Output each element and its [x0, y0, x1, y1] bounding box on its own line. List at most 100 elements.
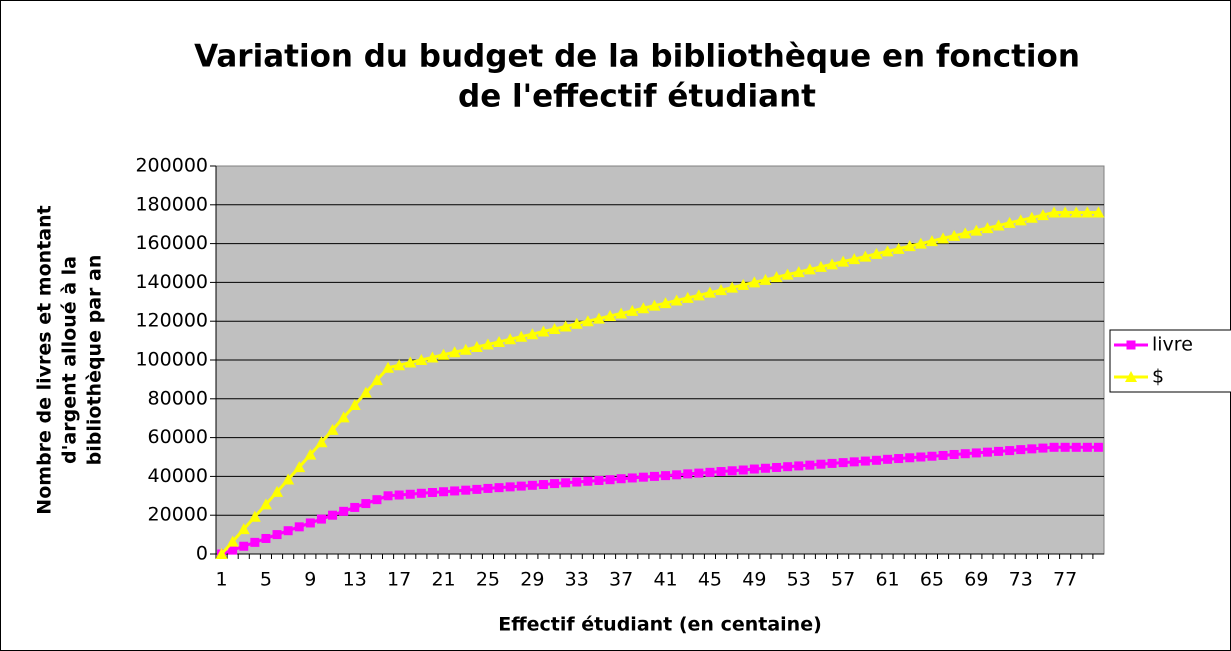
- marker: [538, 480, 548, 490]
- marker: [450, 486, 460, 496]
- x-tick-label: 13: [343, 569, 367, 591]
- marker: [293, 461, 306, 473]
- y-tick-label: 40000: [148, 465, 208, 487]
- marker: [1027, 444, 1037, 454]
- marker: [505, 482, 515, 492]
- y-tick-label: 160000: [135, 232, 208, 254]
- marker: [472, 484, 482, 494]
- marker: [361, 499, 371, 509]
- marker: [903, 240, 916, 252]
- x-tick-label: 49: [742, 569, 766, 591]
- marker: [605, 475, 615, 485]
- marker: [705, 467, 715, 477]
- marker: [337, 411, 350, 423]
- marker: [1070, 206, 1083, 218]
- marker: [672, 470, 682, 480]
- marker: [248, 510, 261, 522]
- legend-marker: [1126, 340, 1136, 350]
- marker: [894, 454, 904, 464]
- marker: [838, 458, 848, 468]
- marker: [426, 351, 439, 363]
- marker: [383, 491, 393, 501]
- marker: [370, 374, 383, 386]
- marker: [816, 459, 826, 469]
- legend-label: livre: [1152, 334, 1193, 356]
- marker: [237, 523, 250, 535]
- marker: [727, 466, 737, 476]
- marker: [394, 490, 404, 500]
- marker: [459, 343, 472, 355]
- marker: [259, 498, 272, 510]
- marker: [1071, 442, 1081, 452]
- marker: [659, 297, 672, 309]
- y-tick-label: 180000: [135, 193, 208, 215]
- marker: [992, 219, 1005, 231]
- marker: [239, 541, 249, 551]
- marker: [461, 485, 471, 495]
- marker: [1093, 442, 1103, 452]
- x-tick-label: 41: [653, 569, 677, 591]
- marker: [1081, 206, 1094, 218]
- marker: [537, 325, 550, 337]
- x-tick-label: 69: [964, 569, 988, 591]
- marker: [570, 317, 583, 329]
- marker: [1016, 445, 1026, 455]
- marker: [561, 478, 571, 488]
- marker: [1060, 442, 1070, 452]
- marker: [515, 330, 528, 342]
- marker: [683, 469, 693, 479]
- marker: [859, 250, 872, 262]
- marker: [994, 446, 1004, 456]
- marker: [738, 465, 748, 475]
- marker: [283, 526, 293, 536]
- marker: [404, 356, 417, 368]
- marker: [716, 467, 726, 477]
- marker: [770, 271, 783, 283]
- marker: [870, 247, 883, 259]
- x-tick-label: 53: [787, 569, 811, 591]
- y-tick-label: 140000: [135, 271, 208, 293]
- x-tick-label: 1: [216, 569, 228, 591]
- marker: [1082, 442, 1092, 452]
- marker: [1014, 214, 1027, 226]
- y-axis-title-line: bibliothèque par an: [84, 255, 106, 466]
- marker: [382, 361, 395, 373]
- marker: [583, 476, 593, 486]
- marker: [483, 483, 493, 493]
- marker: [925, 235, 938, 247]
- marker: [272, 530, 282, 540]
- marker: [981, 222, 994, 234]
- marker: [393, 359, 406, 371]
- x-tick-label: 25: [476, 569, 500, 591]
- marker: [405, 489, 415, 499]
- marker: [359, 386, 372, 398]
- marker: [527, 480, 537, 490]
- marker: [715, 284, 728, 296]
- marker: [803, 263, 816, 275]
- y-tick-label: 60000: [148, 426, 208, 448]
- x-tick-label: 45: [698, 569, 722, 591]
- marker: [427, 488, 437, 498]
- marker: [959, 227, 972, 239]
- marker: [914, 237, 927, 249]
- marker: [594, 475, 604, 485]
- legend-label: $: [1152, 366, 1164, 388]
- marker: [326, 423, 339, 435]
- marker: [938, 450, 948, 460]
- y-axis-title: Nombre de livres et montant d'argent all…: [34, 205, 106, 514]
- x-tick-label: 37: [609, 569, 633, 591]
- marker: [215, 548, 228, 559]
- x-tick-label: 65: [920, 569, 944, 591]
- marker: [827, 458, 837, 468]
- chart-title: Variation du budget de la bibliothèque e…: [194, 39, 1080, 75]
- x-tick-label: 61: [875, 569, 899, 591]
- marker: [250, 537, 260, 547]
- marker: [860, 456, 870, 466]
- marker: [927, 451, 937, 461]
- marker: [559, 320, 572, 332]
- x-tick-label: 33: [565, 569, 589, 591]
- marker: [615, 307, 628, 319]
- marker: [760, 463, 770, 473]
- marker: [581, 315, 594, 327]
